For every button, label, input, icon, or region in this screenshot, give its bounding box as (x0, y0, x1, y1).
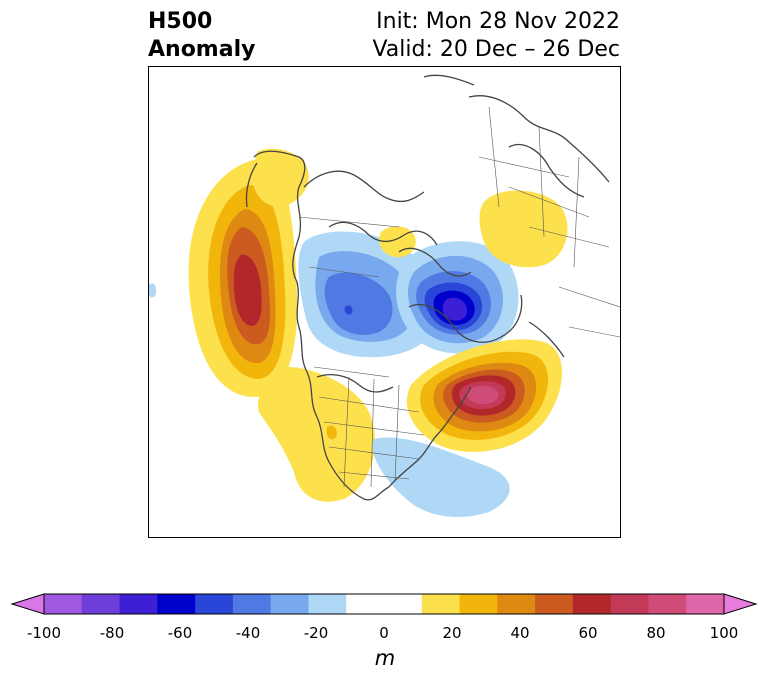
title-right: Init: Mon 28 Nov 2022 Valid: 20 Dec – 26… (372, 8, 620, 64)
colorbar-bin (157, 594, 196, 614)
colorbar-tick-label: 0 (379, 624, 389, 642)
colorbar-bin (686, 594, 725, 614)
colorbar-unit-label: m (374, 646, 396, 670)
colorbar (10, 593, 758, 615)
colorbar-left-extension (10, 593, 45, 615)
colorbar-tick-label: -100 (26, 624, 62, 642)
positive-anomaly-north-atlantic (406, 339, 563, 452)
colorbar-tick-label: 100 (709, 624, 739, 642)
colorbar-tick-label: -80 (99, 624, 125, 642)
colorbar-right-extension (723, 593, 758, 615)
anomaly-map (148, 66, 621, 538)
colorbar-bin (270, 594, 309, 614)
positive-anomaly-yukon (252, 148, 309, 207)
colorbar-bin (81, 594, 121, 614)
colorbar-tick-label: -40 (235, 624, 261, 642)
colorbar-bin (535, 594, 574, 614)
colorbar-tick-label: 20 (442, 624, 462, 642)
colorbar-tick-label: 80 (646, 624, 666, 642)
colorbar-bin (610, 594, 649, 614)
title-field: Anomaly (148, 37, 256, 62)
colorbar-bin (119, 594, 158, 614)
colorbar-bin (384, 594, 423, 614)
colorbar-bin (572, 594, 612, 614)
title-left: H500 Anomaly (148, 8, 255, 64)
colorbar-bin (459, 594, 498, 614)
colorbar-tick-label: 60 (578, 624, 598, 642)
valid-range: Valid: 20 Dec – 26 Dec (372, 37, 620, 62)
colorbar-bin (232, 594, 272, 614)
title-variable: H500 (148, 9, 213, 34)
positive-anomaly-ne-pacific (188, 159, 298, 397)
colorbar-bin (648, 594, 687, 614)
colorbar-bin (346, 594, 385, 614)
colorbar-bin (308, 594, 347, 614)
coastlines (245, 74, 610, 501)
negative-anomaly-greenland (396, 241, 519, 354)
colorbar-tick-label: -60 (167, 624, 193, 642)
colorbar-bin (195, 594, 234, 614)
positive-anomaly-siberia (479, 190, 568, 268)
colorbar-bin (497, 594, 536, 614)
init-date: Init: Mon 28 Nov 2022 (376, 9, 620, 34)
colorbar-frame (43, 593, 725, 615)
colorbar-tick-label: -20 (303, 624, 329, 642)
colorbar-bin (421, 594, 461, 614)
colorbar-tick-label: 40 (510, 624, 530, 642)
positive-anomaly-western-us (258, 367, 375, 502)
colorbar-bin (44, 594, 83, 614)
political-borders (298, 106, 620, 488)
map-canvas (149, 74, 620, 517)
